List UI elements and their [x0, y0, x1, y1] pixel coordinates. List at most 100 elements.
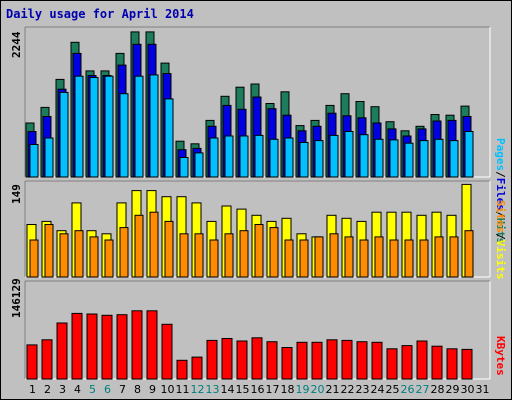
- day-label: 2: [44, 383, 51, 396]
- pages-bar: [299, 142, 309, 178]
- kbytes-bar: [86, 313, 98, 380]
- day-label: 8: [134, 383, 141, 396]
- sites-bar: [464, 230, 474, 278]
- day-label: 10: [161, 383, 175, 396]
- sites-bar: [389, 239, 399, 278]
- kbytes-bar: [281, 347, 293, 380]
- sites-bar: [239, 230, 249, 278]
- sites-bar: [134, 214, 144, 278]
- kbytes-bar: [41, 339, 53, 380]
- kbytes-bar: [191, 356, 203, 380]
- sites-bar: [329, 233, 339, 278]
- kbytes-bar: [296, 341, 308, 380]
- day-label: 27: [416, 383, 430, 396]
- day-label: 1: [29, 383, 36, 396]
- kbytes-bar: [206, 339, 218, 380]
- day-label: 30: [461, 383, 475, 396]
- day-label: 13: [206, 383, 220, 396]
- kbytes-bar: [431, 345, 443, 380]
- kbytes-bar: [146, 310, 158, 380]
- pages-bar: [194, 152, 204, 178]
- sites-bar: [284, 239, 294, 278]
- kbytes-bar: [266, 341, 278, 380]
- day-label: 14: [221, 383, 235, 396]
- sites-bar: [59, 233, 69, 278]
- day-label: 21: [326, 383, 340, 396]
- day-label: 20: [311, 383, 325, 396]
- kbytes-bar: [416, 340, 428, 380]
- kbytes-bar: [356, 341, 368, 380]
- sites-bar: [149, 211, 159, 278]
- pages-bar: [164, 98, 174, 178]
- day-label: 25: [386, 383, 400, 396]
- pages-bar: [29, 144, 39, 178]
- pages-bar: [119, 93, 129, 178]
- kbytes-bar: [446, 348, 458, 380]
- kbytes-bar: [326, 339, 338, 380]
- sites-bar: [269, 227, 279, 278]
- day-label: 15: [236, 383, 250, 396]
- kbytes-bar: [131, 310, 143, 380]
- chart-title: Daily usage for April 2014: [6, 7, 194, 21]
- sites-bar: [119, 227, 129, 278]
- day-label: 19: [296, 383, 310, 396]
- sites-bar: [254, 224, 264, 278]
- day-label: 5: [89, 383, 96, 396]
- sites-bar: [29, 239, 39, 278]
- pages-bar: [284, 137, 294, 178]
- kbytes-bar: [161, 323, 173, 380]
- sites-bar: [299, 239, 309, 278]
- kbytes-bar: [461, 348, 473, 380]
- pages-bar: [389, 139, 399, 178]
- day-label: 29: [446, 383, 460, 396]
- pages-bar: [419, 140, 429, 178]
- day-label: 26: [401, 383, 415, 396]
- day-label: 16: [251, 383, 265, 396]
- sites-bar: [359, 239, 369, 278]
- day-label: 22: [341, 383, 355, 396]
- day-label: 23: [356, 383, 370, 396]
- kbytes-bar: [116, 314, 128, 380]
- kbytes-bar: [386, 348, 398, 380]
- sites-bar: [74, 230, 84, 278]
- sites-bar: [434, 236, 444, 278]
- day-label: 3: [59, 383, 66, 396]
- day-label: 18: [281, 383, 295, 396]
- pages-bar: [74, 75, 84, 178]
- sites-bar: [419, 239, 429, 278]
- day-label: 17: [266, 383, 280, 396]
- day-label: 7: [119, 383, 126, 396]
- sites-bar: [179, 233, 189, 278]
- day-label: 12: [191, 383, 205, 396]
- kbytes-bar: [311, 341, 323, 380]
- pages-bar: [404, 142, 414, 178]
- day-label: 31: [476, 383, 490, 396]
- kbytes-bar: [371, 341, 383, 380]
- pages-bar: [209, 137, 219, 178]
- kbytes-bar: [221, 338, 233, 380]
- day-label: 24: [371, 383, 385, 396]
- kbytes-bar: [71, 312, 83, 380]
- sites-bar: [104, 239, 114, 278]
- sites-bar: [194, 233, 204, 278]
- sites-bar: [449, 236, 459, 278]
- kbytes-bar: [176, 359, 188, 380]
- day-label: 6: [104, 383, 111, 396]
- kbytes-bar: [101, 314, 113, 380]
- pages-bar: [59, 91, 69, 178]
- pages-bar: [359, 134, 369, 178]
- pages-bar: [269, 138, 279, 178]
- sites-bar: [344, 236, 354, 278]
- day-label: 28: [431, 383, 445, 396]
- pages-bar: [239, 135, 249, 178]
- kbytes-bar: [341, 339, 353, 380]
- pages-bar: [434, 138, 444, 178]
- sites-bar: [89, 236, 99, 278]
- pages-bar: [89, 77, 99, 178]
- pages-bar: [224, 135, 234, 178]
- pages-bar: [314, 140, 324, 178]
- pages-bar: [449, 140, 459, 178]
- day-label: 11: [176, 383, 190, 396]
- sites-bar: [314, 236, 324, 278]
